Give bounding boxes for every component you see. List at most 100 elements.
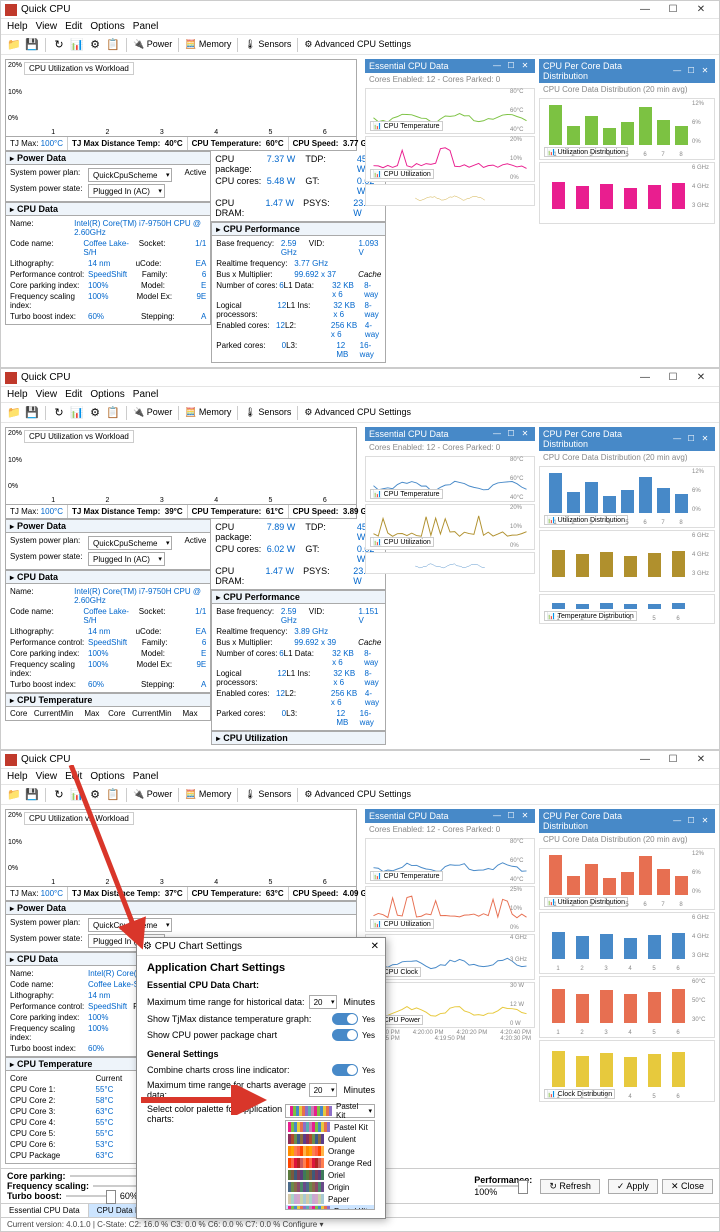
perf-slider[interactable] [478, 1185, 528, 1187]
section-cputemp[interactable]: CPU Temperature [5, 693, 211, 707]
tool-power[interactable]: 🔌 Power [133, 789, 172, 800]
panel-btn[interactable]: ☐ [505, 811, 517, 821]
tool-icon[interactable]: 📁 [7, 406, 21, 420]
section-cpudata[interactable]: CPU Data [5, 570, 211, 584]
menu-item[interactable]: View [36, 21, 58, 32]
maximize-button[interactable]: ☐ [659, 752, 687, 768]
chart-icon[interactable]: 📊 [70, 38, 84, 52]
tool-sensors[interactable]: 🌡 Sensors [244, 39, 291, 50]
power-state-select[interactable]: Plugged In (AC) [88, 552, 165, 566]
menu-item[interactable]: Edit [65, 389, 82, 400]
apply-button[interactable]: ✓ Apply [608, 1179, 658, 1194]
chart-icon[interactable]: 📊 [70, 406, 84, 420]
palette-option[interactable]: Pastel Kit [286, 1121, 374, 1133]
menu-item[interactable]: Edit [65, 771, 82, 782]
palette-option[interactable]: Opulent [286, 1133, 374, 1145]
menu-item[interactable]: Panel [133, 771, 159, 782]
tool-advanced[interactable]: ⚙ Advanced CPU Settings [304, 789, 411, 800]
palette-option[interactable]: Origin [286, 1181, 374, 1193]
refresh-icon[interactable]: ↻ [52, 406, 66, 420]
panel-btn[interactable]: — [491, 429, 503, 439]
gear-icon[interactable]: ⚙ [88, 788, 102, 802]
tool-sensors[interactable]: 🌡 Sensors [244, 407, 291, 418]
power-state-select[interactable]: Plugged In (AC) [88, 184, 165, 198]
menu-item[interactable]: Help [7, 771, 28, 782]
tool-icon[interactable]: 💾 [25, 788, 39, 802]
tool-sensors[interactable]: 🌡 Sensors [244, 789, 291, 800]
tool-power[interactable]: 🔌 Power [133, 407, 172, 418]
maxtime-select[interactable]: 20 [309, 995, 338, 1009]
maximize-button[interactable]: ☐ [659, 2, 687, 18]
minimize-button[interactable]: — [631, 370, 659, 386]
tool-icon[interactable]: 📋 [106, 38, 120, 52]
panel-btn[interactable]: — [491, 61, 503, 71]
minimize-button[interactable]: — [631, 2, 659, 18]
combine-toggle[interactable] [332, 1064, 358, 1076]
palette-option[interactable]: Orange [286, 1145, 374, 1157]
menu-item[interactable]: View [36, 771, 58, 782]
palette-select[interactable]: Pastel Kit [285, 1104, 375, 1118]
section-cpudata[interactable]: CPU Data [5, 202, 211, 216]
avgtime-select[interactable]: 20 [309, 1083, 338, 1097]
menu-item[interactable]: Edit [65, 21, 82, 32]
panel-btn[interactable]: ☐ [685, 434, 697, 444]
power-plan-select[interactable]: QuickCpuScheme [88, 918, 172, 932]
panel-btn[interactable]: ☐ [505, 61, 517, 71]
section-power[interactable]: Power Data [5, 151, 211, 165]
power-plan-select[interactable]: QuickCpuScheme [88, 536, 172, 550]
panel-btn[interactable]: — [671, 434, 683, 444]
menu-item[interactable]: Help [7, 389, 28, 400]
chart-icon[interactable]: 📊 [70, 788, 84, 802]
maximize-button[interactable]: ☐ [659, 370, 687, 386]
tjgraph-toggle[interactable] [332, 1013, 358, 1025]
palette-dropdown[interactable]: Pastel KitOpulentOrangeOrange RedOrielOr… [285, 1120, 375, 1210]
close-window-button[interactable]: ✕ [687, 752, 715, 768]
tool-icon[interactable]: 💾 [25, 38, 39, 52]
panel-btn[interactable]: ✕ [519, 61, 531, 71]
menu-item[interactable]: Panel [133, 389, 159, 400]
tool-icon[interactable]: 💾 [25, 406, 39, 420]
tool-icon[interactable]: 📁 [7, 788, 21, 802]
panel-btn[interactable]: ✕ [519, 811, 531, 821]
panel-btn[interactable]: ☐ [505, 429, 517, 439]
menu-item[interactable]: Help [7, 21, 28, 32]
panel-btn[interactable]: ✕ [699, 816, 711, 826]
palette-option[interactable]: Oriel [286, 1169, 374, 1181]
palette-option[interactable]: Paper [286, 1193, 374, 1205]
tab[interactable]: Essential CPU Data [1, 1204, 89, 1217]
palette-option[interactable]: Pastel Kit [286, 1205, 374, 1210]
section-power[interactable]: Power Data [5, 901, 357, 915]
panel-btn[interactable]: ☐ [685, 816, 697, 826]
section-power[interactable]: Power Data [5, 519, 211, 533]
tool-memory[interactable]: 🧮 Memory [185, 407, 231, 418]
tool-memory[interactable]: 🧮 Memory [185, 39, 231, 50]
tool-icon[interactable]: 📋 [106, 788, 120, 802]
palette-option[interactable]: Orange Red [286, 1157, 374, 1169]
panel-btn[interactable]: — [671, 816, 683, 826]
gear-icon[interactable]: ⚙ [88, 406, 102, 420]
close-window-button[interactable]: ✕ [687, 2, 715, 18]
refresh-icon[interactable]: ↻ [52, 788, 66, 802]
close-window-button[interactable]: ✕ [687, 370, 715, 386]
panel-btn[interactable]: ☐ [685, 66, 697, 76]
tool-icon[interactable]: 📋 [106, 406, 120, 420]
tool-advanced[interactable]: ⚙ Advanced CPU Settings [304, 39, 411, 50]
minimize-button[interactable]: — [631, 752, 659, 768]
tool-memory[interactable]: 🧮 Memory [185, 789, 231, 800]
gear-icon[interactable]: ⚙ [88, 38, 102, 52]
refresh-button[interactable]: ↻ Refresh [540, 1179, 600, 1194]
menu-item[interactable]: Options [90, 21, 124, 32]
menu-item[interactable]: Options [90, 389, 124, 400]
menu-item[interactable]: View [36, 389, 58, 400]
turbo-slider[interactable] [66, 1195, 116, 1197]
panel-btn[interactable]: ✕ [519, 429, 531, 439]
panel-btn[interactable]: ✕ [699, 434, 711, 444]
panel-btn[interactable]: ✕ [699, 66, 711, 76]
refresh-icon[interactable]: ↻ [52, 38, 66, 52]
tool-icon[interactable]: 📁 [7, 38, 21, 52]
pkgchart-toggle[interactable] [332, 1029, 358, 1041]
menu-item[interactable]: Panel [133, 21, 159, 32]
power-plan-select[interactable]: QuickCpuScheme [88, 168, 172, 182]
tool-advanced[interactable]: ⚙ Advanced CPU Settings [304, 407, 411, 418]
panel-btn[interactable]: — [491, 811, 503, 821]
